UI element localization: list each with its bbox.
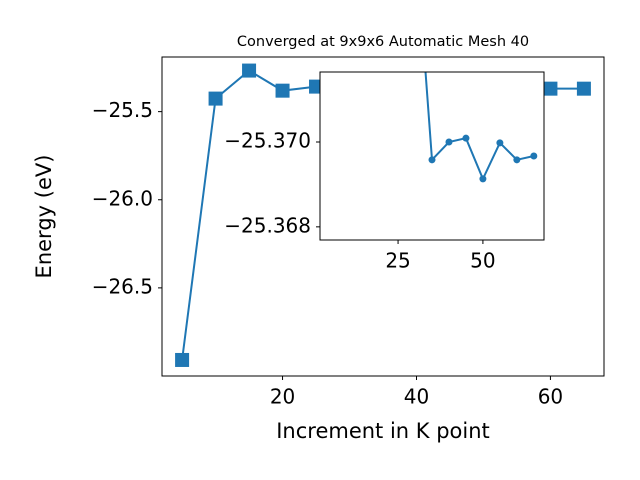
x-tick-label: 40 <box>404 385 429 409</box>
data-marker <box>530 152 538 160</box>
x-tick-label: 25 <box>385 249 410 273</box>
data-marker <box>275 83 290 98</box>
y-tick-label: −26.5 <box>92 274 153 298</box>
data-marker <box>445 138 453 146</box>
data-marker <box>496 139 504 147</box>
chart-title: Converged at 9x9x6 Automatic Mesh 40 <box>237 34 529 50</box>
x-tick-label: 50 <box>470 249 495 273</box>
y-tick-label: −25.370 <box>224 129 311 153</box>
axes-frame <box>319 71 545 241</box>
x-axis-label: Increment in K point <box>276 419 490 443</box>
data-marker <box>462 134 470 142</box>
data-marker <box>513 156 521 164</box>
data-marker <box>242 63 257 78</box>
y-tick-label: −26.0 <box>92 186 153 210</box>
data-line <box>424 72 535 182</box>
y-tick-label: −25.5 <box>92 98 153 122</box>
y-axis-label: Energy (eV) <box>32 155 56 279</box>
data-marker <box>576 81 591 96</box>
data-marker <box>175 352 190 367</box>
data-marker <box>543 81 558 96</box>
data-marker <box>479 175 487 183</box>
data-marker <box>208 91 223 106</box>
y-tick-label: −25.368 <box>224 213 311 237</box>
x-tick-label: 60 <box>538 385 563 409</box>
data-marker <box>428 156 436 164</box>
axes-frame <box>161 56 605 377</box>
plot-area <box>424 72 538 183</box>
x-tick-label: 20 <box>270 385 295 409</box>
